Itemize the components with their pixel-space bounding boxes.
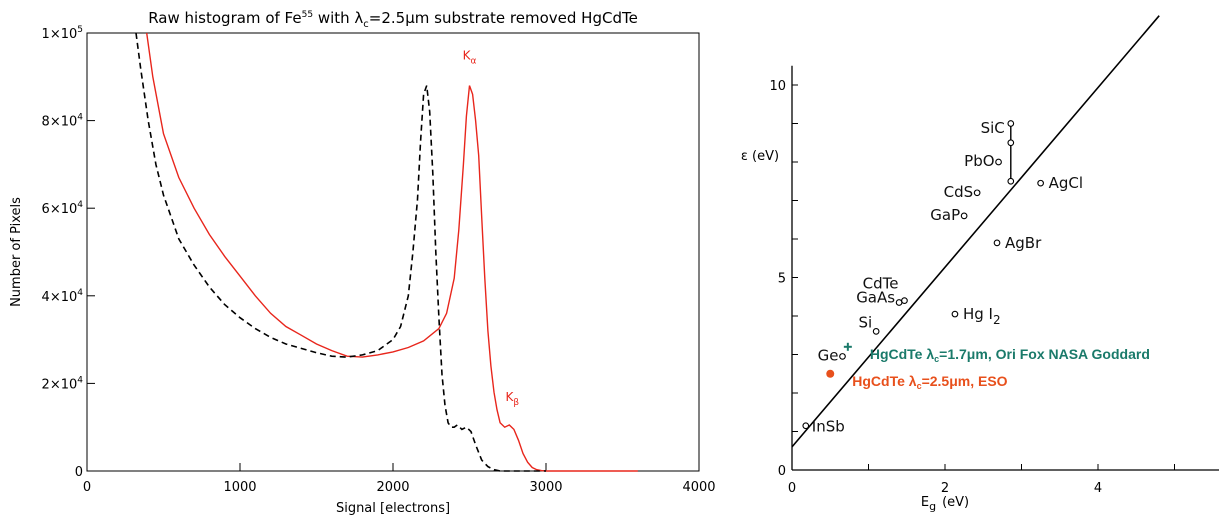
energy-x-tick-label: 4 bbox=[1094, 481, 1102, 496]
histogram-x-label: Signal [electrons] bbox=[336, 501, 450, 516]
fit-line bbox=[791, 15, 1160, 448]
data-point-label: Si bbox=[858, 313, 872, 331]
energy-y-tick-label: 10 bbox=[769, 79, 786, 94]
energy-y-tick-label: 5 bbox=[778, 272, 786, 287]
data-point-marker bbox=[802, 422, 810, 430]
data-point-label: InSb bbox=[812, 418, 845, 436]
data-point-label: CdTe bbox=[863, 275, 899, 293]
energy-highlights: HgCdTe λc=1.7μm, Ori Fox NASA Goddard HgC… bbox=[826, 342, 1150, 391]
data-point-label: SiC bbox=[981, 119, 1005, 137]
data-point-label: PbO bbox=[964, 152, 994, 170]
data-point-marker bbox=[1007, 177, 1015, 185]
data-point-marker bbox=[1007, 120, 1015, 127]
y-tick-label: 0 bbox=[75, 465, 83, 480]
energy-x-tick-label: 0 bbox=[788, 481, 796, 496]
data-point-marker bbox=[839, 353, 846, 360]
data-point-label: Hg I2 bbox=[963, 305, 1001, 327]
x-tick-label: 4000 bbox=[682, 480, 715, 495]
data-point-marker bbox=[973, 189, 981, 197]
energy-axes: 0 2 4 0 5 10 bbox=[769, 65, 1219, 496]
x-tick-label: 1000 bbox=[223, 480, 256, 495]
data-point-label: CdS bbox=[944, 183, 974, 201]
data-point-marker bbox=[901, 297, 908, 304]
histogram-series-dashed bbox=[135, 32, 546, 472]
histogram-series-solid bbox=[146, 32, 638, 472]
data-point-marker bbox=[1007, 139, 1015, 147]
highlight-marker-dot bbox=[826, 369, 835, 378]
highlight-label: HgCdTe λc=1.7μm, Ori Fox NASA Goddard bbox=[870, 346, 1150, 364]
histogram-y-label: Number of Pixels bbox=[9, 197, 24, 307]
energy-fit-line bbox=[791, 15, 1160, 448]
data-point-marker bbox=[951, 310, 959, 318]
x-tick-label: 3000 bbox=[529, 480, 562, 495]
y-tick-label: 4×104 bbox=[42, 288, 84, 305]
data-point-label: Ge bbox=[818, 346, 839, 364]
data-point-marker bbox=[995, 158, 1002, 166]
data-point-marker bbox=[872, 328, 880, 335]
data-point-label: AgCl bbox=[1049, 174, 1083, 192]
energy-y-label: ε (eV) bbox=[741, 149, 779, 164]
peak-annotation: Kα bbox=[463, 48, 477, 66]
y-tick-label: 8×104 bbox=[42, 113, 84, 130]
highlight-label: HgCdTe λc=2.5μm, ESO bbox=[852, 373, 1007, 391]
x-tick-label: 2000 bbox=[376, 480, 409, 495]
histogram-x-ticks: 0 1000 2000 3000 4000 bbox=[83, 463, 716, 495]
data-point-label: GaAs bbox=[856, 289, 895, 307]
histogram-title: Raw histogram of Fe55 with λc=2.5μm subs… bbox=[148, 9, 638, 30]
histogram-y-ticks: 0 2×104 4×104 6×104 8×104 1×105 bbox=[42, 25, 95, 480]
data-point-marker bbox=[960, 212, 968, 220]
energy-x-tick-label: 2 bbox=[941, 481, 949, 496]
energy-x-label: Eg (eV) bbox=[921, 495, 969, 513]
histogram-annotations: Kα Kβ bbox=[463, 48, 520, 408]
histogram-series bbox=[135, 32, 638, 472]
x-tick-label: 0 bbox=[83, 480, 91, 495]
data-point-label: GaP bbox=[930, 206, 960, 224]
y-tick-label: 6×104 bbox=[42, 200, 84, 217]
y-tick-label: 1×105 bbox=[42, 25, 83, 42]
histogram-plot-frame bbox=[86, 32, 700, 472]
energy-y-tick-label: 0 bbox=[778, 464, 786, 479]
peak-annotation: Kβ bbox=[506, 390, 520, 408]
data-point-label: AgBr bbox=[1005, 234, 1042, 252]
histogram-chart: Raw histogram of Fe55 with λc=2.5μm subs… bbox=[9, 9, 716, 516]
data-point-marker bbox=[993, 239, 1001, 247]
data-point-marker bbox=[1037, 179, 1044, 187]
y-tick-label: 2×104 bbox=[42, 375, 84, 392]
data-point-marker bbox=[895, 299, 903, 306]
